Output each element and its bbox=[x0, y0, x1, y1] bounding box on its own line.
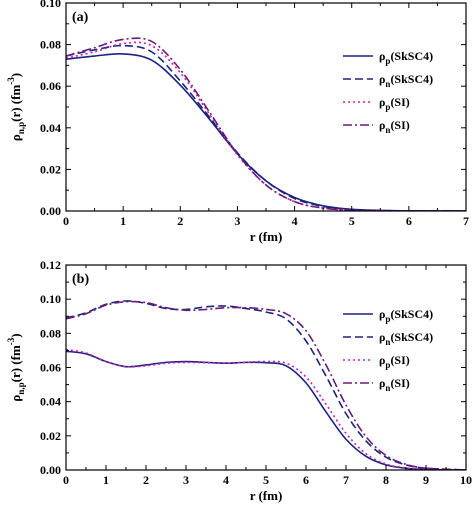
legend-label: ρn(SI) bbox=[379, 376, 410, 393]
x-tick-label: 1 bbox=[103, 473, 109, 487]
y-tick-label: 0.02 bbox=[40, 429, 61, 443]
x-tick-label: 5 bbox=[349, 214, 355, 228]
y-tick-label: 0.06 bbox=[40, 361, 61, 375]
x-tick-label: 10 bbox=[460, 473, 472, 487]
x-tick-label: 2 bbox=[143, 473, 149, 487]
x-tick-label: 0 bbox=[63, 214, 69, 228]
x-tick-label: 5 bbox=[263, 473, 269, 487]
series-line-2 bbox=[66, 348, 466, 470]
y-tick-label: 0.00 bbox=[40, 204, 61, 218]
x-tick-label: 3 bbox=[234, 214, 240, 228]
y-tick-label: 0.04 bbox=[40, 121, 61, 135]
legend: ρp(SkSC4) ρn(SkSC4) ρp(SI) ρn(SI) bbox=[343, 49, 433, 135]
x-tick-label: 0 bbox=[63, 473, 69, 487]
series-line-0 bbox=[66, 350, 466, 470]
x-tick-label: 6 bbox=[303, 473, 309, 487]
x-tick-label: 2 bbox=[177, 214, 183, 228]
plot-frame bbox=[65, 264, 467, 471]
series-line-3 bbox=[66, 300, 466, 470]
x-tick-label: 6 bbox=[406, 214, 412, 228]
x-axis-label: r (fm) bbox=[250, 229, 283, 244]
legend-label: ρn(SI) bbox=[379, 118, 410, 135]
y-axis-label: ρn,p(r) (fm-3) bbox=[6, 73, 26, 141]
x-tick-label: 3 bbox=[183, 473, 189, 487]
x-tick-label: 4 bbox=[223, 473, 229, 487]
x-tick-label: 1 bbox=[120, 214, 126, 228]
chart-panel-b: 0 1 2 3 4 5 6 7 8 9 10 0.00 0.02 0.04 0.06 0.08 0.10 0.12… bbox=[6, 258, 472, 503]
y-tick-label: 0.04 bbox=[40, 395, 61, 409]
panel-label: (b) bbox=[72, 272, 89, 287]
x-axis-label: r (fm) bbox=[250, 488, 283, 503]
x-tick-label: 4 bbox=[292, 214, 298, 228]
y-axis-label: ρn,p(r) (fm-3) bbox=[6, 333, 26, 401]
legend-label: ρp(SI) bbox=[379, 353, 410, 370]
y-tick-label: 0.08 bbox=[40, 38, 61, 52]
series-group bbox=[66, 300, 466, 470]
y-tick-label: 0.00 bbox=[40, 463, 61, 477]
y-tick-label: 0.10 bbox=[40, 292, 61, 306]
x-tick-label: 7 bbox=[343, 473, 349, 487]
y-tick-label: 0.02 bbox=[40, 162, 61, 176]
y-tick-label: 0.06 bbox=[40, 79, 61, 93]
chart-panel-a: 0 1 2 3 4 5 6 7 0.00 0.02 0.04 0.06 0.08 0.10 (a) r (fm… bbox=[6, 0, 469, 244]
y-tick-label: 0.08 bbox=[40, 326, 61, 340]
x-tick-label: 8 bbox=[383, 473, 389, 487]
x-tick-label: 7 bbox=[463, 214, 469, 228]
y-tick-label: 0.12 bbox=[40, 258, 61, 272]
legend-label: ρn(SkSC4) bbox=[379, 330, 433, 347]
legend-label: ρp(SI) bbox=[379, 95, 410, 112]
legend: ρp(SkSC4) ρn(SkSC4) ρp(SI) ρn(SI) bbox=[343, 307, 433, 393]
y-tick-label: 0.10 bbox=[40, 0, 61, 10]
x-tick-label: 9 bbox=[423, 473, 429, 487]
panel-label: (a) bbox=[72, 10, 89, 25]
legend-label: ρn(SkSC4) bbox=[379, 72, 433, 89]
legend-label: ρp(SkSC4) bbox=[379, 307, 433, 324]
legend-label: ρp(SkSC4) bbox=[379, 49, 433, 66]
